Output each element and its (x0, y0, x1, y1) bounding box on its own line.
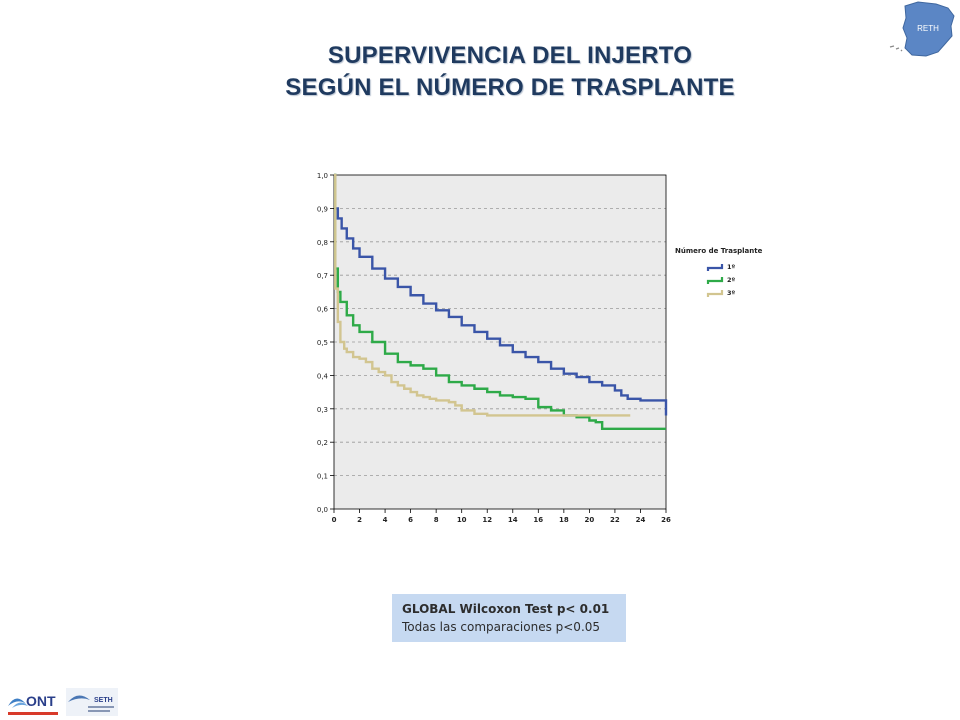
stats-line-1: GLOBAL Wilcoxon Test p< 0.01 (402, 602, 610, 616)
page-title-line-1: SUPERVIVENCIA DEL INJERTO (327, 42, 693, 69)
y-tick-label: 0,4 (317, 372, 329, 380)
x-tick-label: 0 (332, 516, 337, 524)
ont-logo: ONT (8, 693, 58, 715)
survival-curve-3 (334, 173, 631, 417)
y-tick-label: 0,7 (317, 272, 328, 280)
legend-label-1: 1º (727, 263, 736, 271)
x-tick-label: 22 (610, 516, 620, 524)
x-tick-label: 6 (408, 516, 413, 524)
legend-label-3: 3º (727, 289, 736, 297)
x-tick-label: 14 (508, 516, 518, 524)
x-tick-label: 16 (533, 516, 543, 524)
page-title: SUPERVIVENCIA DEL INJERTO SEGÚN EL NÚMER… (0, 40, 960, 104)
stats-line-2: Todas las comparaciones p<0.05 (402, 620, 601, 634)
y-tick-label: 0,3 (317, 406, 328, 414)
x-tick-label: 24 (636, 516, 646, 524)
x-tick-label: 8 (434, 516, 439, 524)
x-tick-label: 4 (383, 516, 388, 524)
x-tick-label: 10 (457, 516, 467, 524)
seth-logo-label: SETH (94, 697, 113, 704)
x-tick-label: 26 (661, 516, 671, 524)
legend-swatch-2 (706, 277, 724, 284)
plot-frame (333, 174, 667, 510)
stats-box: GLOBAL Wilcoxon Test p< 0.01 Todas las c… (392, 594, 626, 642)
spain-map-logo: RETH (889, 1, 955, 57)
survival-curve-2 (334, 173, 666, 431)
y-tick-label: 0,0 (317, 506, 328, 514)
y-tick-label: 0,5 (317, 339, 328, 347)
x-tick-label: 20 (585, 516, 595, 524)
page-title-line-2: SEGÚN EL NÚMERO DE TRASPLANTE (285, 74, 735, 101)
y-tick-label: 0,8 (317, 239, 328, 247)
legend-label-2: 2º (727, 276, 736, 284)
y-tick-label: 0,1 (317, 473, 328, 481)
ont-logo-label: ONT (26, 693, 56, 709)
legend-swatch-3 (706, 290, 724, 297)
seth-logo: SETH (66, 688, 118, 716)
y-tick-label: 1,0 (317, 172, 328, 180)
y-tick-label: 0,9 (317, 205, 328, 213)
x-tick-label: 2 (357, 516, 362, 524)
legend-swatch-1 (706, 264, 724, 271)
x-tick-label: 12 (482, 516, 492, 524)
legend-title: Número de Trasplante (675, 247, 763, 255)
reth-logo-label: RETH (917, 24, 939, 33)
survival-curve-1 (334, 173, 668, 416)
sponsor-logos: ONT SETH (8, 688, 118, 716)
y-tick-label: 0,6 (317, 306, 329, 314)
x-tick-label: 18 (559, 516, 569, 524)
survival-chart: 0,00,10,20,30,40,50,60,70,80,91,00 2 4 6 8 10… (317, 172, 763, 524)
y-tick-label: 0,2 (317, 439, 328, 447)
